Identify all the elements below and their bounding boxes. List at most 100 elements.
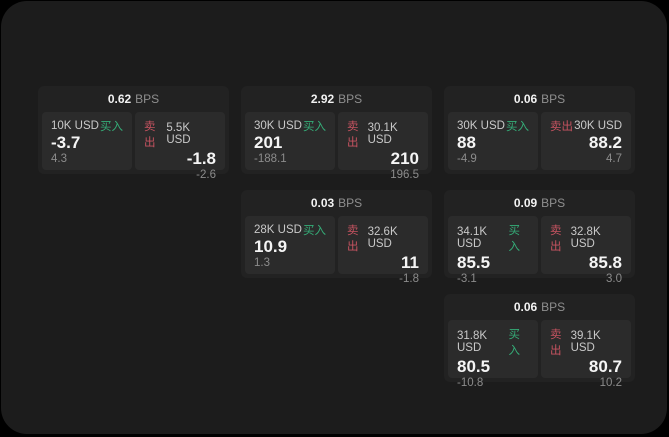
spread-unit: BPS (541, 92, 566, 106)
buy-panel-header: 34.1K USD 买入 (457, 222, 529, 254)
buy-delta: -3.1 (457, 272, 477, 285)
quote-card: 2.92 BPS 30K USD 买入 201 -188.1 卖出 30.1K … (241, 86, 432, 181)
quote-panels: 30K USD 买入 88 -4.9 卖出 30K USD 88.2 4.7 (448, 112, 631, 170)
spread-header: 0.06 BPS (444, 86, 635, 112)
spread-unit: BPS (338, 196, 363, 210)
sell-amount: 30K USD (574, 120, 622, 132)
buy-quote-panel[interactable]: 30K USD 买入 88 -4.9 (448, 112, 538, 170)
spread-unit: BPS (338, 92, 363, 106)
sell-side-label: 卖出 (144, 121, 156, 149)
buy-quote-panel[interactable]: 30K USD 买入 201 -188.1 (245, 112, 335, 170)
quote-card: 0.06 BPS 30K USD 买入 88 -4.9 卖出 30K USD 8… (444, 86, 635, 174)
buy-quote-panel[interactable]: 34.1K USD 买入 85.5 -3.1 (448, 216, 538, 285)
sell-price: 88.2 (588, 133, 622, 153)
sell-price: 11 (401, 253, 419, 272)
spread-header: 0.06 BPS (444, 294, 635, 320)
spread-header: 0.09 BPS (444, 190, 635, 216)
buy-side-label: 买入 (303, 225, 326, 237)
sell-amount: 5.5K USD (166, 122, 191, 146)
spread-unit: BPS (135, 92, 160, 106)
quote-panels: 28K USD 买入 10.9 1.3 卖出 32.6K USD 11 -1.8 (245, 216, 428, 285)
spread-value: 2.92 (310, 92, 335, 106)
buy-side-label: 买入 (303, 121, 326, 133)
buy-quote-panel[interactable]: 10K USD 买入 -3.7 4.3 (42, 112, 132, 170)
sell-amount: 32.8K USD (570, 226, 601, 250)
spread-unit: BPS (541, 196, 566, 210)
buy-price: 85.5 (457, 253, 491, 272)
buy-quote-panel[interactable]: 31.8K USD 买入 80.5 -10.8 (448, 320, 538, 389)
buy-side-label: 买入 (100, 121, 123, 133)
buy-amount: 30K USD (457, 120, 505, 132)
spread-unit: BPS (541, 300, 566, 314)
sell-panel-header: 卖出 5.5K USD (144, 118, 216, 150)
quote-panels: 34.1K USD 买入 85.5 -3.1 卖出 32.8K USD 85.8… (448, 216, 631, 285)
quote-card: 0.62 BPS 10K USD 买入 -3.7 4.3 卖出 5.5K USD… (38, 86, 229, 181)
sell-delta: -1.8 (399, 272, 419, 285)
sell-quote-panel[interactable]: 卖出 32.8K USD 85.8 3.0 (541, 216, 631, 285)
buy-amount: 31.8K USD (457, 330, 488, 354)
sell-amount: 32.6K USD (367, 226, 398, 250)
buy-panel-header: 30K USD 买入 (254, 118, 326, 134)
buy-price: 88 (457, 133, 476, 153)
sell-delta: 3.0 (606, 272, 622, 285)
sell-delta: -2.6 (196, 168, 216, 181)
buy-side-label: 买入 (508, 225, 520, 253)
quote-card: 0.09 BPS 34.1K USD 买入 85.5 -3.1 卖出 32.8K… (444, 190, 635, 285)
sell-panel-header: 卖出 32.6K USD (347, 222, 419, 254)
quote-panels: 30K USD 买入 201 -188.1 卖出 30.1K USD 210 1… (245, 112, 428, 181)
sell-quote-panel[interactable]: 卖出 5.5K USD -1.8 -2.6 (135, 112, 225, 181)
sell-panel-header: 卖出 39.1K USD (550, 326, 622, 358)
spread-value: 0.62 (107, 92, 132, 106)
spread-value: 0.09 (513, 196, 538, 210)
buy-amount: 34.1K USD (457, 226, 488, 250)
sell-delta: 4.7 (606, 153, 622, 165)
sell-side-label: 卖出 (550, 121, 573, 133)
spread-header: 0.03 BPS (241, 190, 432, 216)
sell-panel-header: 卖出 32.8K USD (550, 222, 622, 254)
buy-price: -3.7 (51, 133, 81, 153)
buy-quote-panel[interactable]: 28K USD 买入 10.9 1.3 (245, 216, 335, 274)
sell-panel-header: 卖出 30.1K USD (347, 118, 419, 150)
buy-delta: 1.3 (254, 257, 270, 269)
buy-price: 201 (254, 133, 283, 153)
spread-value: 0.03 (310, 196, 335, 210)
quote-panels: 10K USD 买入 -3.7 4.3 卖出 5.5K USD -1.8 -2.… (42, 112, 225, 181)
buy-side-label: 买入 (506, 121, 529, 133)
sell-price: -1.8 (186, 149, 216, 168)
sell-side-label: 卖出 (347, 225, 359, 253)
sell-side-label: 卖出 (347, 121, 359, 149)
buy-price: 80.5 (457, 357, 491, 376)
buy-amount: 10K USD (51, 120, 99, 132)
sell-quote-panel[interactable]: 卖出 30.1K USD 210 196.5 (338, 112, 428, 181)
buy-delta: -4.9 (457, 153, 477, 165)
buy-panel-header: 28K USD 买入 (254, 222, 326, 238)
sell-price: 210 (390, 149, 419, 168)
sell-side-label: 卖出 (550, 329, 562, 357)
spread-value: 0.06 (513, 300, 538, 314)
spread-value: 0.06 (513, 92, 538, 106)
quote-panels: 31.8K USD 买入 80.5 -10.8 卖出 39.1K USD 80.… (448, 320, 631, 389)
sell-amount: 39.1K USD (570, 330, 601, 354)
buy-delta: -188.1 (254, 153, 287, 165)
buy-price: 10.9 (254, 237, 288, 257)
buy-side-label: 买入 (508, 329, 520, 357)
sell-delta: 196.5 (390, 168, 419, 181)
sell-panel-header: 卖出 30K USD (550, 118, 622, 134)
buy-panel-header: 30K USD 买入 (457, 118, 529, 134)
spread-header: 0.62 BPS (38, 86, 229, 112)
buy-amount: 28K USD (254, 224, 302, 236)
sell-quote-panel[interactable]: 卖出 32.6K USD 11 -1.8 (338, 216, 428, 285)
buy-panel-header: 31.8K USD 买入 (457, 326, 529, 358)
buy-delta: 4.3 (51, 153, 67, 165)
sell-quote-panel[interactable]: 卖出 39.1K USD 80.7 10.2 (541, 320, 631, 389)
spread-header: 2.92 BPS (241, 86, 432, 112)
quote-card: 0.06 BPS 31.8K USD 买入 80.5 -10.8 卖出 39.1… (444, 294, 635, 389)
sell-quote-panel[interactable]: 卖出 30K USD 88.2 4.7 (541, 112, 631, 170)
sell-price: 85.8 (588, 253, 622, 272)
buy-amount: 30K USD (254, 120, 302, 132)
buy-panel-header: 10K USD 买入 (51, 118, 123, 134)
sell-amount: 30.1K USD (367, 122, 398, 146)
sell-price: 80.7 (588, 357, 622, 376)
sell-side-label: 卖出 (550, 225, 562, 253)
